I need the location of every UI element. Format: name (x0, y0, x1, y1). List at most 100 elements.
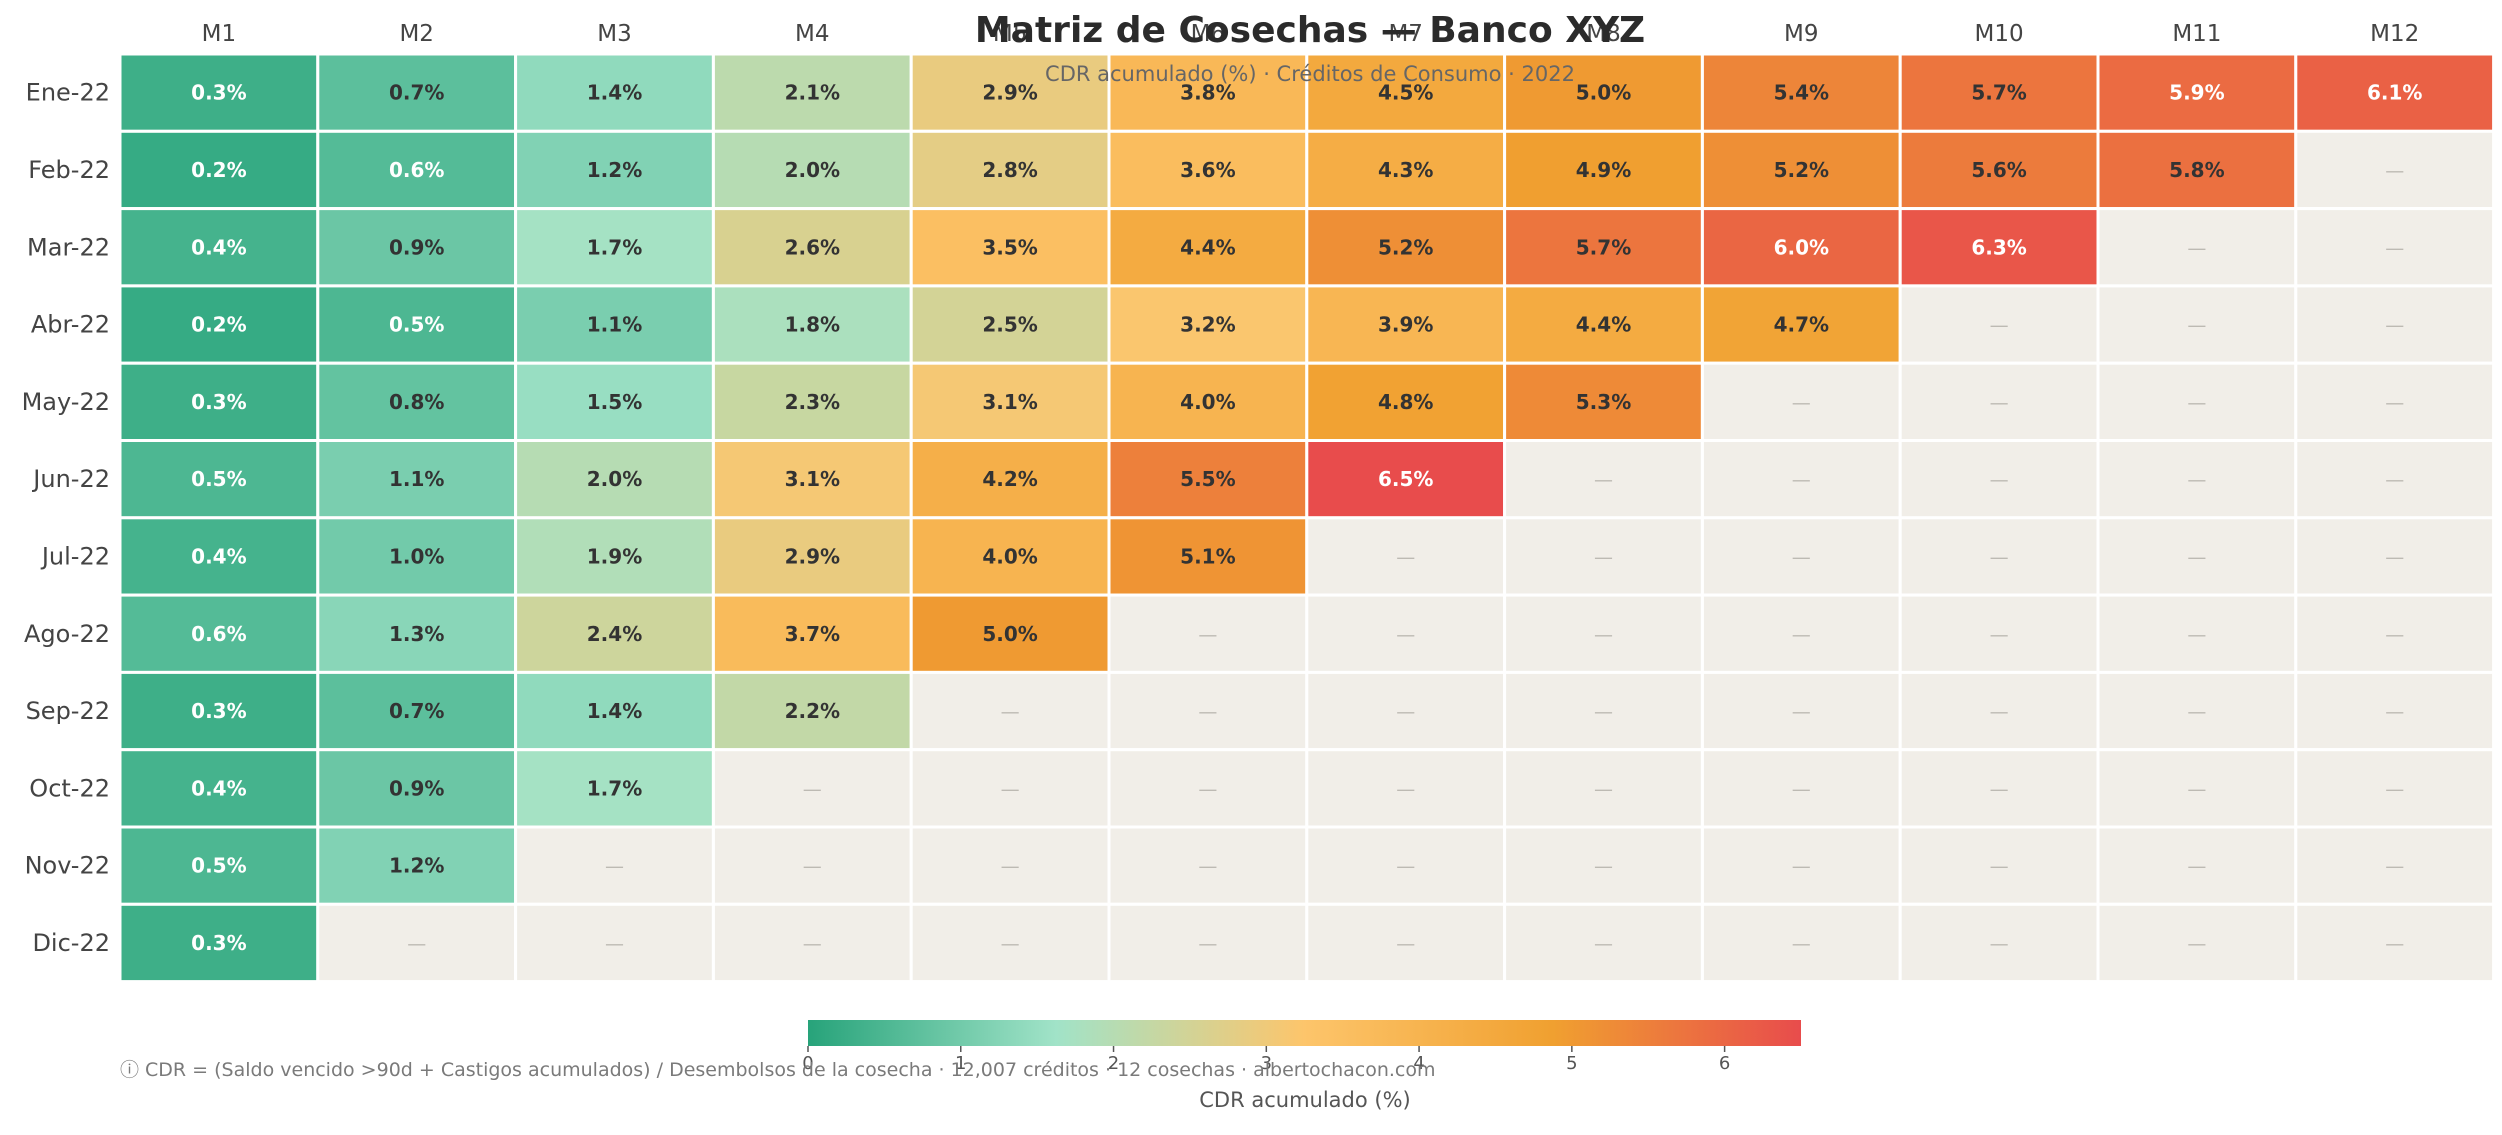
heatmap-cell (2096, 129, 2298, 211)
cell-value-label: 6.5% (1378, 467, 1433, 491)
cell-value-label: 6.1% (2367, 81, 2422, 105)
cell-value-label: 0.3% (191, 390, 246, 414)
column-header: M11 (2172, 21, 2221, 47)
cell-value-label: 4.0% (982, 544, 1037, 568)
cell-value-label: 5.4% (1774, 81, 1829, 105)
empty-cell (1700, 902, 1902, 984)
empty-cell (909, 748, 1111, 829)
cell-value-label: 2.6% (785, 235, 840, 259)
heatmap-cell (1503, 52, 1704, 133)
heatmap-cell (118, 902, 320, 984)
cell-value-label: 0.4% (191, 235, 246, 259)
heatmap-cell (1898, 129, 2100, 211)
empty-cell-label: — (1396, 546, 1415, 568)
empty-cell-label: — (1792, 701, 1811, 723)
empty-cell (1107, 902, 1309, 984)
cell-value-label: 0.7% (389, 699, 444, 723)
cell-value-label: 2.9% (785, 544, 840, 568)
row-label: Ago-22 (24, 620, 110, 648)
empty-cell-label: — (2385, 392, 2404, 414)
empty-cell-label: — (1594, 469, 1613, 491)
empty-cell-label: — (1594, 701, 1613, 723)
heatmap-cell (1107, 129, 1309, 211)
cell-value-label: 1.9% (587, 544, 642, 568)
heatmap-cell (118, 129, 320, 211)
heatmap-cell (2096, 52, 2298, 133)
colorbar-tick-label: 4 (1413, 1053, 1424, 1074)
cell-value-label: 3.9% (1378, 313, 1433, 337)
empty-cell-label: — (2187, 237, 2206, 259)
cell-value-label: 0.5% (191, 854, 246, 878)
heatmap-cell (711, 284, 913, 365)
cell-value-label: 2.8% (982, 158, 1037, 182)
cell-value-label: 3.6% (1180, 158, 1235, 182)
colorbar-tick-label: 0 (802, 1053, 813, 1074)
heatmap-cell (316, 284, 518, 365)
empty-cell-label: — (1594, 778, 1613, 800)
empty-cell-label: — (1001, 778, 1020, 800)
row-label: Feb-22 (28, 156, 110, 184)
empty-cell-label: — (605, 933, 624, 955)
column-header: M5 (993, 21, 1027, 47)
empty-cell-label: — (1198, 778, 1217, 800)
empty-cell-label: — (1792, 624, 1811, 646)
cell-value-label: 0.3% (191, 931, 246, 955)
empty-cell (2096, 902, 2298, 984)
empty-cell-label: — (803, 778, 822, 800)
heatmap-cell (909, 207, 1111, 288)
empty-cell (2294, 129, 2496, 211)
cell-value-label: 3.5% (982, 235, 1037, 259)
row-label: Nov-22 (25, 852, 110, 880)
cell-value-label: 0.6% (389, 158, 444, 182)
empty-cell-label: — (2385, 856, 2404, 878)
cell-value-label: 5.0% (982, 622, 1037, 646)
cell-value-label: 1.4% (587, 699, 642, 723)
empty-cell (711, 902, 913, 984)
column-header: M7 (1388, 21, 1422, 47)
column-header: M12 (2370, 21, 2419, 47)
heatmap-cell (316, 748, 518, 829)
empty-cell (1700, 439, 1902, 520)
heatmap-cell (1305, 284, 1507, 365)
heatmap-cell (118, 825, 320, 906)
cell-value-label: 3.8% (1180, 81, 1235, 105)
chart-title: Matriz de Cosechas — Banco XYZ (974, 10, 1646, 51)
empty-cell-label: — (2187, 546, 2206, 568)
empty-cell (2294, 593, 2496, 674)
cell-value-label: 0.2% (191, 313, 246, 337)
empty-cell (1305, 516, 1507, 597)
heatmap-cell (118, 439, 320, 520)
empty-cell-label: — (1001, 933, 1020, 955)
cell-value-label: 2.3% (785, 390, 840, 414)
cell-value-label: 2.2% (785, 699, 840, 723)
cell-value-label: 4.9% (1576, 158, 1631, 182)
cell-value-label: 5.8% (2169, 158, 2224, 182)
empty-cell-label: — (803, 933, 822, 955)
empty-cell (2096, 825, 2298, 906)
empty-cell (2096, 593, 2298, 674)
cell-value-label: 0.9% (389, 776, 444, 800)
empty-cell (1503, 593, 1704, 674)
cell-value-label: 2.0% (587, 467, 642, 491)
heatmap-cell (1700, 207, 1902, 288)
heatmap-cell (118, 593, 320, 674)
empty-cell-label: — (803, 856, 822, 878)
heatmap-cell (514, 439, 715, 520)
cell-value-label: 3.1% (785, 467, 840, 491)
column-header: M9 (1784, 21, 1818, 47)
heatmap-cell (514, 670, 715, 752)
empty-cell-label: — (1198, 701, 1217, 723)
cell-value-label: 4.3% (1378, 158, 1433, 182)
heatmap-cell (514, 361, 715, 443)
heatmap-cell (1503, 284, 1704, 365)
cell-value-label: 1.7% (587, 776, 642, 800)
heatmap-cell (118, 516, 320, 597)
cell-value-label: 1.5% (587, 390, 642, 414)
cell-value-label: 0.4% (191, 544, 246, 568)
heatmap-cell (1305, 52, 1507, 133)
empty-cell (1898, 670, 2100, 752)
empty-cell (1107, 670, 1309, 752)
heatmap-cell (1305, 207, 1507, 288)
cell-value-label: 1.2% (389, 854, 444, 878)
